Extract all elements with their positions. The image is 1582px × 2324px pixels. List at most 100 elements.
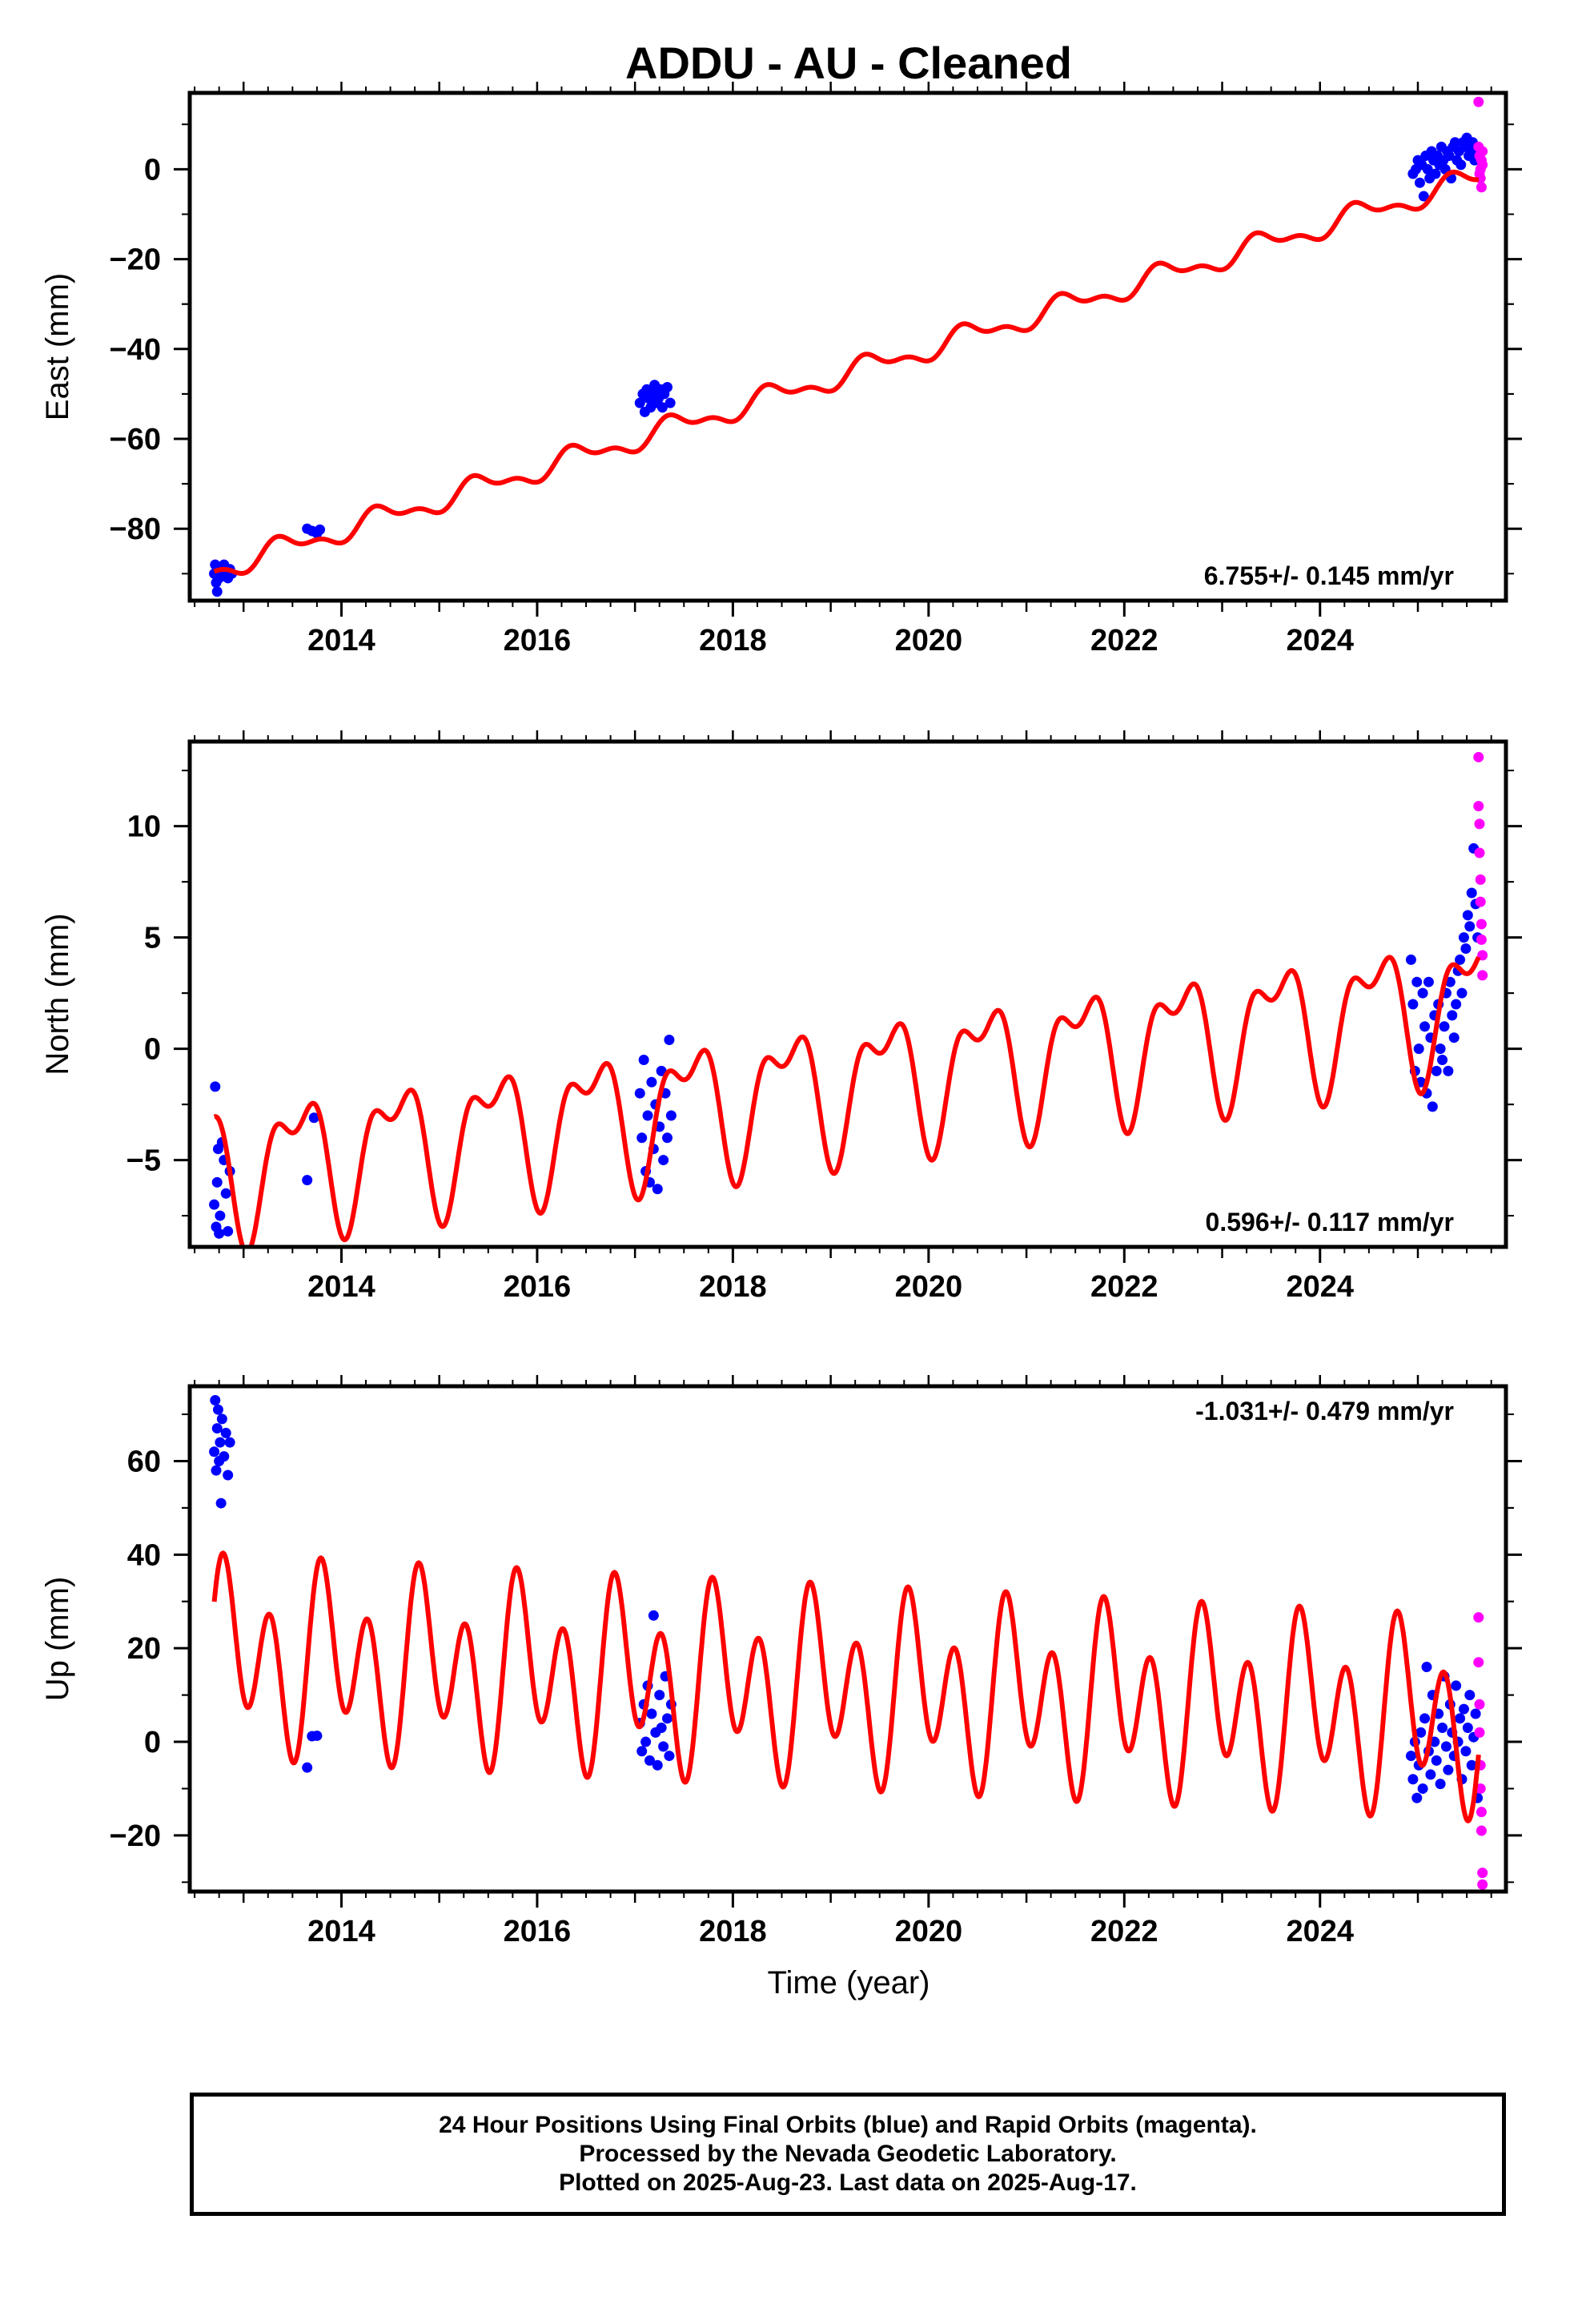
final-orbit-point [1411, 976, 1423, 987]
final-orbit-point [216, 1413, 227, 1425]
final-orbit-point [1448, 1032, 1460, 1043]
final-orbit-point [215, 1210, 226, 1221]
final-orbit-point [1407, 1774, 1419, 1785]
final-orbit-point [1423, 976, 1434, 987]
rapid-orbit-point [1477, 1879, 1488, 1890]
final-orbit-point [1447, 1010, 1458, 1021]
x-tick-label: 2024 [1286, 1915, 1354, 1948]
y-tick-label: 0 [144, 1033, 161, 1067]
final-orbit-point [1458, 932, 1469, 943]
north-panel: 2014 2016 2018 2020 2022 2024 −5 0 5 10 North (mm)… [40, 730, 1522, 1304]
final-orbit-point [642, 1110, 653, 1121]
up-panel: 2014 2016 2018 2020 2022 2024 −20 0 20 40 60 Up (mm… [40, 1375, 1522, 1948]
rapid-orbit-point [1473, 1657, 1484, 1668]
final-orbit-point [1417, 987, 1428, 999]
final-orbit-point [1456, 159, 1467, 171]
final-orbit-point [1456, 987, 1468, 999]
rapid-orbit-point [1477, 1868, 1488, 1879]
final-orbit-point [665, 1110, 677, 1121]
east-panel: 2014 2016 2018 2020 2022 2024 −80 −60 −40 −20 0 Eas… [40, 82, 1522, 657]
caption-line-3: Plotted on 2025-Aug-23. Last data on 202… [559, 2169, 1137, 2196]
final-orbit-point [1422, 163, 1433, 175]
rapid-orbit-point [1473, 1612, 1484, 1623]
final-orbit-point [665, 397, 676, 408]
final-orbit-point [634, 1088, 645, 1099]
final-orbit-point [1460, 1746, 1472, 1757]
final-orbit-point [1417, 1783, 1428, 1794]
y-tick-label: −60 [110, 423, 161, 456]
x-tick-label: 2024 [1286, 624, 1354, 657]
final-orbit-point [1449, 137, 1460, 148]
x-tick-label: 2020 [895, 1915, 963, 1948]
rapid-orbit-point [1474, 1699, 1485, 1710]
final-orbit-point [215, 1437, 226, 1448]
final-orbit-point [1427, 1101, 1438, 1112]
final-orbit-point [1451, 999, 1462, 1010]
rapid-orbit-point [1476, 182, 1487, 193]
final-orbit-point [220, 1427, 231, 1438]
north-y-axis-label: North (mm) [40, 913, 75, 1075]
final-orbit-point [211, 1423, 223, 1434]
final-orbit-point [1425, 1769, 1436, 1780]
final-orbit-point [664, 1034, 675, 1045]
x-tick-label: 2022 [1090, 624, 1158, 657]
final-orbit-point [1443, 1065, 1454, 1076]
final-orbit-point [1414, 177, 1425, 188]
y-tick-label: 0 [144, 153, 161, 187]
final-orbit-point [646, 1076, 657, 1088]
up-plot-area [209, 1395, 1488, 1890]
final-orbit-point [1435, 1779, 1446, 1790]
x-tick-label: 2018 [699, 624, 767, 657]
final-orbit-point [1443, 151, 1455, 162]
rapid-orbit-point [1473, 751, 1484, 762]
final-orbit-point [210, 1395, 221, 1406]
final-orbit-point [210, 1081, 221, 1092]
x-tick-label: 2022 [1090, 1270, 1158, 1304]
rapid-orbit-point [1474, 1727, 1485, 1738]
rapid-orbit-point [1476, 1825, 1487, 1836]
final-orbit-point [636, 1746, 648, 1757]
final-orbit-point [644, 1755, 655, 1766]
final-orbit-point [1415, 1727, 1427, 1738]
final-orbit-point [1430, 168, 1441, 179]
y-tick-label: 40 [127, 1538, 161, 1572]
x-tick-label: 2018 [699, 1915, 767, 1948]
final-orbit-point [315, 524, 326, 535]
final-orbit-point [302, 1762, 313, 1773]
final-orbit-point [646, 1708, 657, 1719]
final-orbit-point [1405, 1751, 1416, 1762]
x-tick-label: 2016 [504, 1915, 572, 1948]
rapid-orbit-point [1476, 919, 1487, 930]
final-orbit-point [1435, 1043, 1446, 1055]
caption-box: 24 Hour Positions Using Final Orbits (bl… [190, 2093, 1506, 2216]
final-orbit-point [220, 1188, 231, 1199]
final-orbit-point [1418, 191, 1429, 202]
final-orbit-point [640, 1736, 652, 1747]
final-orbit-point [648, 1610, 659, 1621]
final-orbit-point [661, 1132, 673, 1144]
final-orbit-point [1460, 943, 1472, 955]
final-orbit-point [1462, 910, 1473, 921]
final-orbit-point [1466, 1759, 1477, 1771]
x-tick-label: 2020 [895, 624, 963, 657]
final-orbit-point [638, 1055, 649, 1066]
final-orbit-point [1464, 921, 1476, 932]
final-orbit-point [652, 1184, 663, 1195]
x-tick-label: 2024 [1286, 1270, 1354, 1304]
final-orbit-point [212, 1404, 223, 1415]
up-model-curve [211, 1550, 1481, 1823]
rapid-orbit-point [1474, 818, 1485, 830]
figure-title: ADDU - AU - Cleaned [625, 38, 1072, 88]
east-frame [187, 90, 1508, 603]
x-tick-label: 2016 [504, 624, 572, 657]
east-rate-label: 6.755+/- 0.145 mm/yr [1204, 561, 1454, 590]
x-tick-label: 2022 [1090, 1915, 1158, 1948]
final-orbit-point [308, 1112, 319, 1124]
final-orbit-point [209, 1446, 220, 1458]
north-model-curve [212, 955, 1481, 1247]
x-tick-label: 2018 [699, 1270, 767, 1304]
final-orbit-point [1419, 1713, 1431, 1724]
final-orbit-point [209, 1199, 220, 1210]
final-orbit-point [654, 1690, 665, 1701]
final-orbit-point [658, 1155, 669, 1166]
